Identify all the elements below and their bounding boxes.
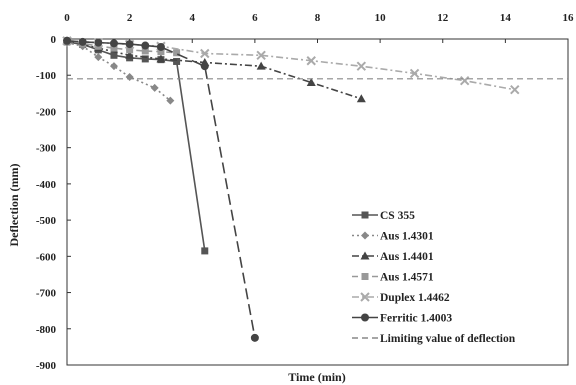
x-tick-label: 2 bbox=[127, 12, 133, 24]
y-tick-label: -800 bbox=[36, 324, 57, 336]
data-point bbox=[200, 62, 209, 71]
legend-label: Aus 1.4301 bbox=[380, 231, 434, 243]
data-point bbox=[156, 42, 165, 51]
data-point bbox=[356, 94, 366, 103]
y-tick-label: -400 bbox=[36, 179, 57, 191]
data-point bbox=[306, 56, 316, 66]
legend-swatch-marker bbox=[361, 313, 369, 322]
data-point bbox=[201, 247, 209, 255]
x-tick-label: 4 bbox=[190, 12, 196, 24]
legend-label: Aus 1.4571 bbox=[380, 272, 434, 284]
legend-swatch-marker bbox=[361, 231, 369, 240]
y-tick-label: -600 bbox=[36, 251, 57, 263]
data-point bbox=[125, 50, 135, 59]
chart-legend: CS 355 Aus 1.4301 Aus 1.4401 Aus 1.4571 Dupl… bbox=[338, 204, 564, 352]
data-point bbox=[109, 62, 118, 71]
legend-label: Aus 1.4401 bbox=[380, 251, 434, 263]
data-point bbox=[256, 61, 266, 70]
data-point bbox=[141, 41, 150, 50]
series-line bbox=[66, 41, 206, 252]
data-point bbox=[156, 54, 166, 63]
series-line bbox=[66, 40, 362, 100]
data-point bbox=[125, 40, 134, 49]
data-point bbox=[409, 68, 420, 79]
y-axis-title: Deflection (mm) bbox=[7, 164, 21, 247]
y-tick-label: -200 bbox=[36, 106, 57, 118]
data-point bbox=[173, 49, 181, 57]
y-tick-label: -300 bbox=[36, 143, 57, 155]
x-tick-label: 0 bbox=[64, 12, 70, 24]
legend-entry-limiting-value-of-deflection: Limiting value of deflection bbox=[352, 333, 516, 345]
data-point bbox=[250, 333, 259, 342]
series-line bbox=[66, 41, 171, 102]
data-point bbox=[109, 39, 118, 48]
data-point bbox=[126, 46, 134, 54]
x-tick-label: 14 bbox=[500, 12, 512, 24]
legend-label: Duplex 1.4462 bbox=[380, 292, 450, 304]
legend-entry-aus-1-4571: Aus 1.4571 bbox=[352, 272, 434, 284]
series-aus-1-4401 bbox=[62, 36, 366, 103]
y-tick-label: -100 bbox=[36, 70, 57, 82]
x-tick-label: 16 bbox=[563, 12, 575, 24]
data-point bbox=[356, 61, 367, 71]
x-tick-label: 6 bbox=[252, 12, 258, 24]
legend-label: CS 355 bbox=[380, 210, 415, 222]
x-tick-label: 10 bbox=[375, 12, 387, 24]
data-point bbox=[166, 96, 175, 105]
data-point bbox=[110, 51, 118, 59]
x-tick-label: 12 bbox=[437, 12, 449, 24]
y-tick-label: -900 bbox=[36, 360, 57, 372]
legend-swatch-marker bbox=[361, 211, 369, 219]
series-line bbox=[66, 40, 256, 338]
legend-swatch-marker bbox=[360, 251, 370, 260]
legend-entry-aus-1-4401: Aus 1.4401 bbox=[352, 251, 434, 263]
data-point bbox=[510, 85, 520, 95]
chart-series bbox=[62, 36, 568, 342]
x-tick-label: 8 bbox=[315, 12, 321, 24]
y-tick-label: 0 bbox=[51, 34, 57, 46]
data-point bbox=[150, 83, 159, 92]
data-point bbox=[63, 36, 71, 45]
data-point bbox=[125, 73, 134, 82]
data-point bbox=[459, 75, 470, 86]
chart-axes: 0 2 4 6 8 10 12 14 16 0 -100 -200 -300 -400 -500 -600 -7… bbox=[36, 12, 574, 372]
x-axis-title: Time (min) bbox=[288, 370, 345, 384]
legend-swatch-marker bbox=[360, 292, 370, 302]
y-tick-label: -700 bbox=[36, 288, 57, 300]
data-point bbox=[306, 77, 316, 86]
data-point bbox=[94, 53, 103, 62]
data-point bbox=[157, 48, 165, 56]
data-point bbox=[173, 57, 181, 65]
legend-background bbox=[338, 204, 564, 352]
legend-swatch-marker bbox=[361, 273, 369, 280]
data-point bbox=[94, 38, 103, 47]
data-point bbox=[110, 44, 118, 52]
legend-entry-aus-1-4301: Aus 1.4301 bbox=[352, 231, 434, 243]
data-point bbox=[141, 47, 149, 55]
series-line bbox=[66, 40, 515, 91]
data-point bbox=[141, 55, 149, 63]
series-ferritic-1-4003 bbox=[63, 36, 259, 342]
series-cs-355 bbox=[63, 38, 209, 255]
legend-entry-ferritic-1-4003: Ferritic 1.4003 bbox=[352, 313, 452, 325]
y-tick-label: -500 bbox=[36, 215, 57, 227]
data-point bbox=[200, 48, 210, 59]
data-point bbox=[256, 50, 266, 61]
legend-entry-cs-355: CS 355 bbox=[352, 210, 415, 222]
legend-label: Limiting value of deflection bbox=[380, 333, 516, 345]
legend-entry-duplex-1-4462: Duplex 1.4462 bbox=[352, 292, 450, 304]
legend-label: Ferritic 1.4003 bbox=[380, 313, 452, 325]
data-point bbox=[78, 37, 87, 46]
